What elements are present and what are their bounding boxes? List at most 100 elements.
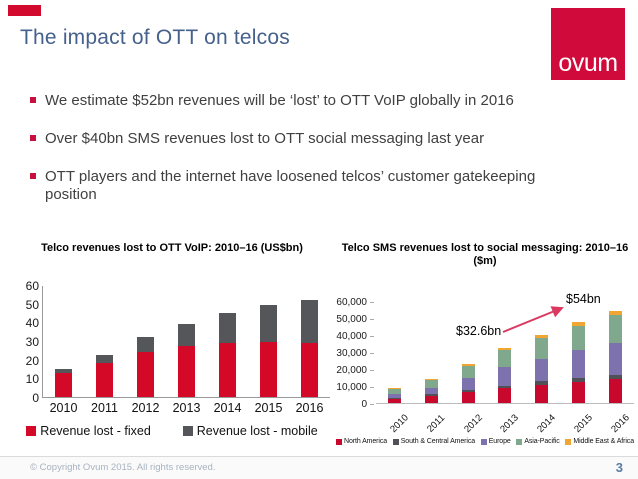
y-axis-tick: 60 xyxy=(25,279,39,293)
bar-segment xyxy=(137,337,154,353)
legend-item: Europe xyxy=(480,438,511,445)
bar-segment xyxy=(535,335,549,339)
bar-2014 xyxy=(219,313,236,397)
bar-segment xyxy=(498,388,512,403)
y-axis-tick: 0 xyxy=(32,391,39,405)
y-axis-tick: 20 xyxy=(25,353,39,368)
x-axis-label: 2010 xyxy=(49,401,78,415)
bar-segment xyxy=(608,379,622,403)
y-axis-tick: 40,000 xyxy=(336,332,374,342)
bar-segment xyxy=(461,363,475,366)
bar-segment xyxy=(260,304,277,342)
chart-voip-revenues: Telco revenues lost to OTT VoIP: 2010–16… xyxy=(14,242,330,438)
legend-swatch-icon xyxy=(26,426,37,436)
bar-segment xyxy=(260,341,277,397)
legend-swatch-icon xyxy=(565,438,572,445)
bar-2015 xyxy=(572,322,586,403)
legend-swatch-icon xyxy=(480,438,487,445)
legend-item: North America xyxy=(336,438,387,445)
bar-segment xyxy=(608,315,622,343)
bar-segment xyxy=(387,387,401,389)
bar-segment xyxy=(424,395,438,403)
bar-segment xyxy=(424,394,438,396)
bar-segment xyxy=(424,387,438,395)
bar-segment xyxy=(96,355,113,363)
chart-sms-revenues: Telco SMS revenues lost to social messag… xyxy=(336,242,634,445)
bar-segment xyxy=(301,342,318,397)
bar-segment xyxy=(608,311,622,316)
bar-segment xyxy=(387,399,401,403)
bar-2016 xyxy=(301,300,318,397)
bar-segment xyxy=(387,388,401,394)
y-axis-tick: 10,000 xyxy=(336,383,374,393)
bar-2010 xyxy=(387,387,401,403)
bar-segment xyxy=(178,324,195,346)
bar-segment xyxy=(387,397,401,400)
y-axis-tick: 30,000 xyxy=(336,349,374,359)
x-axis-label: 2012 xyxy=(461,412,485,436)
bar-segment xyxy=(55,369,72,373)
bar-segment xyxy=(461,377,475,390)
page-title: The impact of OTT on telcos xyxy=(20,26,290,49)
x-axis-label: 2013 xyxy=(172,401,201,415)
bar-segment xyxy=(535,384,549,403)
legend-item: Revenue lost - fixed xyxy=(26,424,151,438)
bar-2011 xyxy=(424,379,438,403)
bar-segment xyxy=(178,345,195,397)
bullet-list: We estimate $52bn revenues will be ‘lost… xyxy=(30,92,590,224)
legend-item: Revenue lost - mobile xyxy=(182,424,318,438)
bar-segment xyxy=(535,358,549,381)
x-axis-label: 2014 xyxy=(213,401,242,415)
bullet-item-gatekeeping: OTT players and the internet have loosen… xyxy=(30,168,590,204)
x-axis-label: 2011 xyxy=(425,412,448,435)
ovum-logo: ovum xyxy=(551,8,625,80)
chart-legend: Revenue lost - fixed Revenue lost - mobil… xyxy=(14,424,330,438)
bar-segment xyxy=(572,322,586,326)
bullet-item-sms-loss: Over $40bn SMS revenues lost to OTT soci… xyxy=(30,130,590,148)
chart-legend: North America South & Central America Euro… xyxy=(336,438,634,445)
bar-2013 xyxy=(178,324,195,397)
plot xyxy=(42,286,330,398)
chart-title: Telco revenues lost to OTT VoIP: 2010–16… xyxy=(41,242,303,254)
bar-segment xyxy=(608,342,622,375)
bar-segment xyxy=(424,380,438,388)
x-axis-label: 2014 xyxy=(535,412,559,436)
y-axis-tick: 50 xyxy=(25,297,39,312)
annotation-32-6bn: $32.6bn xyxy=(456,324,502,338)
bar-segment xyxy=(96,362,113,397)
bar-segment xyxy=(535,380,549,385)
bar-segment xyxy=(498,347,512,351)
legend-swatch-icon xyxy=(182,426,193,436)
chart-plot-area: 0 10,000 20,000 30,000 40,000 50,000 60,000 $3… xyxy=(336,292,634,410)
bar-segment xyxy=(219,342,236,397)
y-axis-tick: 60,000 xyxy=(336,298,374,308)
bar-segment xyxy=(461,389,475,392)
bar-segment xyxy=(572,325,586,351)
x-axis-label: 2015 xyxy=(572,412,596,436)
bar-2012 xyxy=(461,363,475,403)
x-axis-label: 2011 xyxy=(91,401,118,415)
bar-segment xyxy=(498,385,512,389)
bar-segment xyxy=(572,382,586,403)
x-axis-label: 2016 xyxy=(609,412,632,436)
bar-segment xyxy=(461,365,475,378)
bar-segment xyxy=(498,367,512,386)
y-axis: 0 10,000 20,000 30,000 40,000 50,000 60,000 xyxy=(336,298,376,410)
bar-segment xyxy=(608,374,622,380)
legend-item: Middle East & Africa xyxy=(565,438,634,445)
y-axis-tick: 30 xyxy=(25,335,39,349)
x-axis-label: 2013 xyxy=(498,412,522,436)
chart-title: Telco SMS revenues lost to social messag… xyxy=(341,242,629,267)
bar-segment xyxy=(461,391,475,403)
ovum-logo-text: ovum xyxy=(558,49,618,77)
chart-plot-area: 0 10 20 30 40 50 60 xyxy=(14,280,330,404)
x-axis-label: 2015 xyxy=(254,401,283,415)
x-axis-label: 2010 xyxy=(388,412,411,436)
annotation-54bn: $54bn xyxy=(566,292,601,306)
accent-bar xyxy=(8,5,41,16)
y-axis-tick: 10 xyxy=(25,372,39,387)
x-axis: 2010 2011 2012 2013 2014 2015 2016 xyxy=(43,398,330,415)
bar-2014 xyxy=(535,335,549,403)
x-axis: 2010 2011 2012 2013 2014 2015 2016 xyxy=(376,404,634,436)
